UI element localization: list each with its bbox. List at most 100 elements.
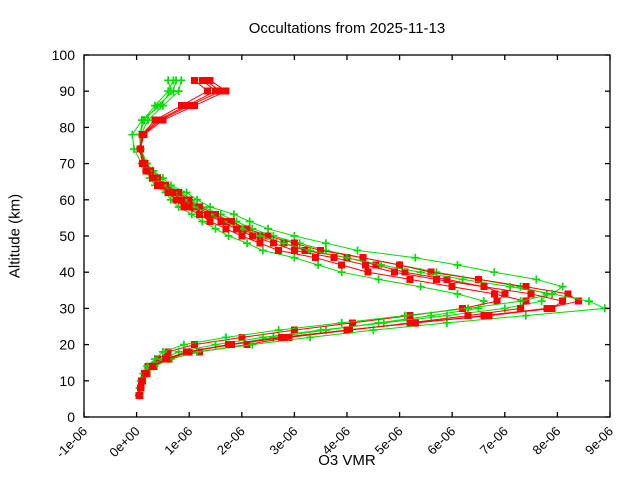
square-marker <box>177 102 185 110</box>
square-marker <box>406 312 414 320</box>
square-marker <box>143 167 151 175</box>
square-marker <box>290 326 298 334</box>
square-marker <box>406 319 414 327</box>
square-marker <box>136 384 144 392</box>
square-marker <box>217 218 225 225</box>
square-marker <box>359 254 367 262</box>
square-marker <box>238 232 246 240</box>
square-marker <box>480 283 488 291</box>
square-marker <box>480 312 488 320</box>
square-marker <box>222 225 230 233</box>
square-marker <box>172 196 180 204</box>
square-marker <box>330 254 338 262</box>
square-marker <box>517 304 525 312</box>
square-marker <box>185 196 193 204</box>
square-marker <box>168 189 176 197</box>
square-marker <box>150 174 158 182</box>
square-marker <box>163 355 171 363</box>
square-marker <box>390 268 398 276</box>
square-marker <box>396 261 404 269</box>
square-marker <box>212 210 219 218</box>
square-marker <box>217 87 225 95</box>
square-marker <box>227 341 235 349</box>
square-marker <box>256 239 264 247</box>
square-marker <box>196 210 204 218</box>
square-marker <box>243 225 251 233</box>
square-marker <box>243 341 251 349</box>
square-marker <box>343 326 351 334</box>
square-marker <box>204 210 212 218</box>
square-marker <box>164 189 172 197</box>
square-marker <box>227 218 235 225</box>
square-marker <box>522 297 530 305</box>
square-marker <box>338 261 346 269</box>
square-marker <box>139 160 147 168</box>
square-marker <box>285 333 293 341</box>
square-marker <box>222 87 230 95</box>
profile-green-1 <box>135 76 609 400</box>
square-marker <box>501 290 509 298</box>
profile-red-4 <box>135 76 567 399</box>
square-marker <box>406 275 414 283</box>
square-marker <box>432 275 440 283</box>
square-marker <box>372 261 380 269</box>
square-marker <box>411 319 419 327</box>
square-marker <box>142 370 150 378</box>
y-tick-label: 70 <box>59 156 75 172</box>
square-marker <box>138 377 146 385</box>
square-marker <box>185 348 193 356</box>
square-marker <box>290 247 298 254</box>
square-marker <box>264 232 272 240</box>
square-marker <box>191 102 198 110</box>
square-marker <box>198 76 206 84</box>
square-marker <box>136 145 144 153</box>
square-marker <box>559 297 567 305</box>
chart-title: Occultations from 2025-11-13 <box>248 20 446 37</box>
square-marker <box>206 76 214 84</box>
square-marker <box>493 297 501 305</box>
square-marker <box>248 232 256 240</box>
square-marker <box>164 348 172 356</box>
square-marker <box>269 239 277 247</box>
square-marker <box>138 131 146 139</box>
square-marker <box>275 247 283 254</box>
square-marker <box>548 304 556 312</box>
square-marker <box>191 341 198 349</box>
square-marker <box>212 87 219 95</box>
square-marker <box>135 391 143 399</box>
square-marker <box>311 254 319 262</box>
square-marker <box>175 189 183 197</box>
y-tick-label: 20 <box>59 337 75 353</box>
y-tick-label: 30 <box>59 300 75 316</box>
square-marker <box>154 116 162 124</box>
square-marker <box>459 304 467 312</box>
y-tick-label: 100 <box>52 47 76 63</box>
x-axis-label: O3 VMR <box>318 452 376 469</box>
square-marker <box>185 203 193 211</box>
square-marker <box>490 290 498 298</box>
y-tick-label: 80 <box>59 119 75 135</box>
square-marker <box>191 76 198 84</box>
square-marker <box>238 333 246 341</box>
square-marker <box>574 297 582 305</box>
square-marker <box>443 275 451 283</box>
square-marker <box>361 261 369 269</box>
square-marker <box>156 181 164 189</box>
square-marker <box>177 196 185 204</box>
square-marker <box>475 275 482 283</box>
square-marker <box>148 362 156 370</box>
square-marker <box>364 268 372 276</box>
square-marker <box>233 225 240 233</box>
square-marker <box>564 290 572 298</box>
square-marker <box>543 304 551 312</box>
y-tick-label: 60 <box>59 192 75 208</box>
square-marker <box>280 333 288 341</box>
square-marker <box>317 247 325 254</box>
y-tick-label: 40 <box>59 264 75 280</box>
y-tick-label: 50 <box>59 228 75 244</box>
square-marker <box>180 203 188 211</box>
square-marker <box>448 283 456 291</box>
square-marker <box>522 283 530 291</box>
